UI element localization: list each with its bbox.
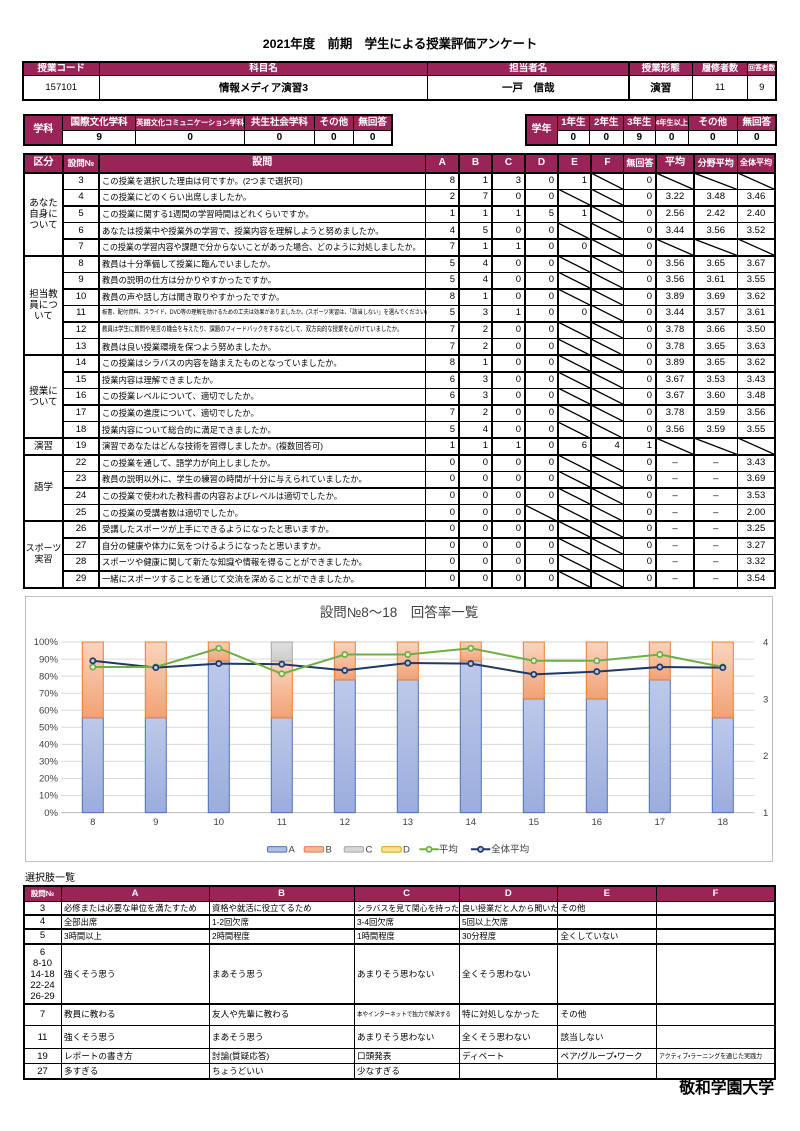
svg-text:30%: 30%: [39, 757, 59, 768]
svg-text:D: D: [403, 845, 410, 856]
svg-text:全体平均: 全体平均: [491, 844, 529, 856]
svg-text:平均: 平均: [439, 844, 458, 856]
svg-text:9: 9: [153, 817, 158, 828]
svg-text:0%: 0%: [44, 808, 58, 819]
svg-text:20%: 20%: [39, 774, 59, 785]
svg-text:3: 3: [763, 694, 768, 705]
svg-text:90%: 90%: [39, 654, 59, 665]
svg-text:B: B: [326, 845, 332, 856]
svg-text:2: 2: [763, 751, 768, 762]
svg-text:10%: 10%: [39, 791, 59, 802]
svg-text:14: 14: [466, 817, 477, 828]
svg-text:18: 18: [718, 817, 729, 828]
svg-text:40%: 40%: [39, 740, 59, 751]
svg-text:10: 10: [214, 817, 225, 828]
svg-text:13: 13: [403, 817, 414, 828]
svg-text:70%: 70%: [39, 688, 59, 699]
svg-text:C: C: [366, 845, 373, 856]
svg-text:100%: 100%: [34, 637, 59, 648]
svg-text:16: 16: [592, 817, 603, 828]
svg-text:設問№8～18 回答率一覧: 設問№8～18 回答率一覧: [320, 604, 479, 620]
svg-text:17: 17: [655, 817, 666, 828]
svg-text:1: 1: [763, 808, 768, 819]
svg-text:15: 15: [529, 817, 540, 828]
svg-text:A: A: [289, 845, 296, 856]
svg-text:50%: 50%: [39, 723, 59, 734]
svg-text:4: 4: [763, 637, 768, 648]
svg-text:12: 12: [340, 817, 351, 828]
svg-text:60%: 60%: [39, 705, 59, 716]
svg-text:8: 8: [90, 817, 95, 828]
svg-text:11: 11: [277, 817, 287, 828]
svg-text:80%: 80%: [39, 671, 59, 682]
